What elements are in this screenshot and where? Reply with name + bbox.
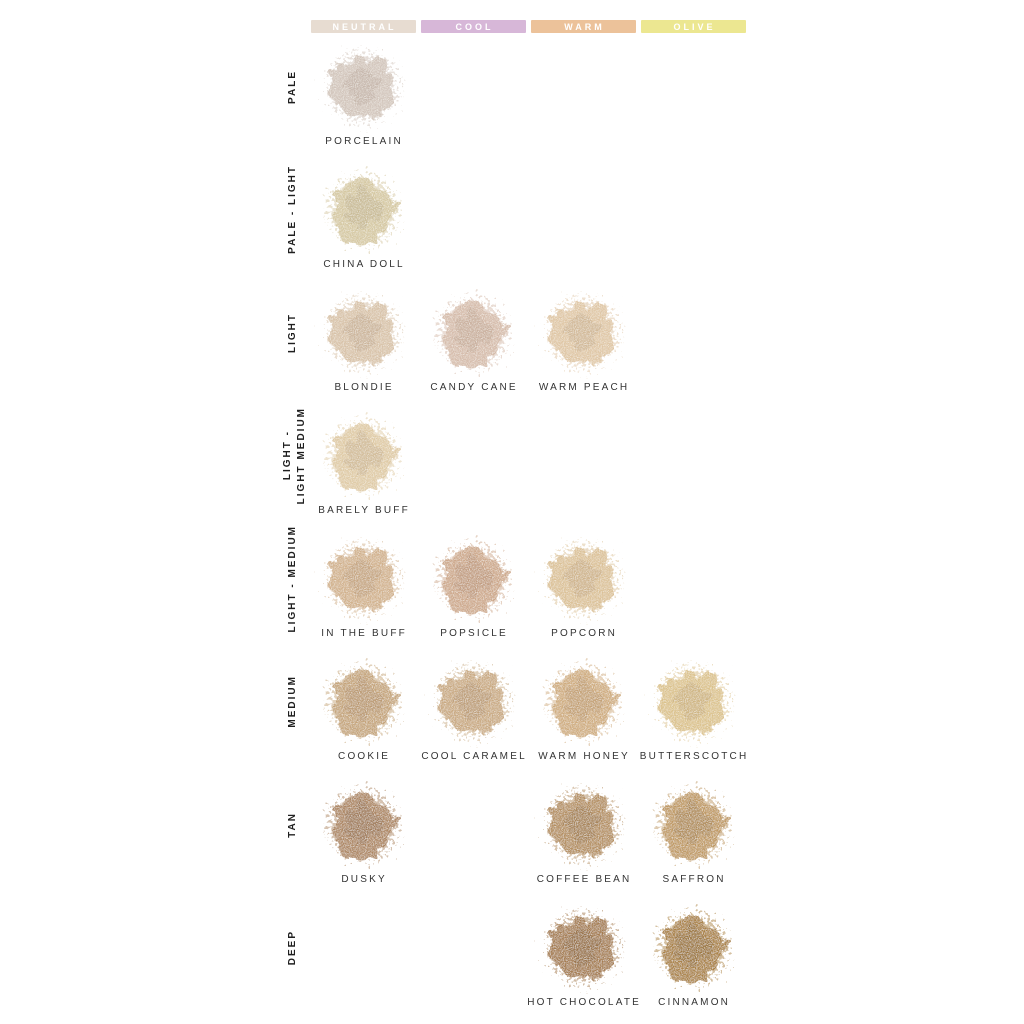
depth-label-text: TAN [287, 811, 298, 838]
shade-cell-candy-cane: CANDY CANE [418, 286, 528, 409]
undertone-badge-olive: OLIVE [640, 20, 746, 33]
powder-swatch-in-the-buff [331, 547, 395, 611]
powder-swatch-blondie [331, 301, 395, 365]
powder-swatch-dusky [331, 793, 395, 857]
powder-swatch-coffee-bean [551, 793, 615, 857]
shade-name: DUSKY [341, 874, 387, 885]
shade-name: CINNAMON [658, 997, 731, 1008]
shade-name: BARELY BUFF [318, 505, 410, 516]
powder-swatch-porcelain [331, 55, 395, 119]
powder-swatch-popsicle [441, 547, 505, 611]
shade-cell-popsicle: POPSICLE [418, 532, 528, 655]
shade-name: COFFEE BEAN [536, 874, 632, 885]
depth-label-text: LIGHT - MEDIUM [287, 524, 298, 633]
powder-swatch-cinnamon [661, 916, 725, 980]
powder-swatch-warm-honey [551, 670, 615, 734]
shade-name: IN THE BUFF [321, 628, 407, 639]
shade-name: PORCELAIN [325, 136, 403, 147]
shade-cell-barely-buff: BARELY BUFF [308, 409, 418, 532]
depth-label-text: DEEP [287, 929, 298, 966]
shade-cell-dusky: DUSKY [308, 778, 418, 901]
shade-name: POPSICLE [440, 628, 508, 639]
depth-label-text: LIGHT - [281, 430, 293, 481]
powder-swatch-saffron [661, 793, 725, 857]
powder-swatch-barely-buff [331, 424, 395, 488]
shade-cell-butterscotch: BUTTERSCOTCH [638, 655, 748, 778]
powder-swatch-cool-caramel [441, 670, 505, 734]
shade-cell-cookie: COOKIE [308, 655, 418, 778]
shade-name: WARM PEACH [538, 382, 630, 393]
undertone-header-cool: COOL [418, 0, 528, 40]
shade-cell-blondie: BLONDIE [308, 286, 418, 409]
shade-name: POPCORN [551, 628, 618, 639]
shade-cell-cool-caramel: COOL CARAMEL [418, 655, 528, 778]
shade-name: SAFFRON [662, 874, 726, 885]
shade-cell-cinnamon: CINNAMON [638, 901, 748, 1024]
powder-swatch-china-doll [331, 178, 395, 242]
shade-name: CANDY CANE [430, 382, 518, 393]
depth-label-text: LIGHT [287, 312, 298, 353]
shade-name: COOKIE [338, 751, 391, 762]
depth-label-text: LIGHT MEDIUM [295, 406, 307, 505]
powder-swatch-candy-cane [441, 301, 505, 365]
shade-name: HOT CHOCOLATE [527, 997, 641, 1008]
shade-name: BUTTERSCOTCH [639, 751, 749, 762]
powder-swatch-cookie [331, 670, 395, 734]
shade-name: COOL CARAMEL [421, 751, 527, 762]
powder-swatch-hot-chocolate [551, 916, 615, 980]
shade-name: CHINA DOLL [323, 259, 405, 270]
shade-cell-warm-peach: WARM PEACH [528, 286, 638, 409]
shade-cell-porcelain: PORCELAIN [308, 40, 418, 163]
depth-label-text: MEDIUM [287, 675, 298, 728]
undertone-badge-warm: WARM [530, 20, 636, 33]
shade-cell-coffee-bean: COFFEE BEAN [528, 778, 638, 901]
depth-label-text: PALE - LIGHT [287, 165, 298, 254]
depth-label-text: PALE [287, 69, 298, 104]
powder-swatch-warm-peach [551, 301, 615, 365]
shade-name: BLONDIE [334, 382, 394, 393]
undertone-header-olive: OLIVE [638, 0, 748, 40]
shade-name: WARM HONEY [538, 751, 630, 762]
depth-label-light-light-medium: LIGHT - LIGHT MEDIUM [280, 406, 308, 532]
powder-swatch-popcorn [551, 547, 615, 611]
undertone-badge-cool: COOL [420, 20, 526, 33]
undertone-badge-neutral: NEUTRAL [310, 20, 416, 33]
shade-cell-hot-chocolate: HOT CHOCOLATE [527, 901, 641, 1024]
powder-swatch-butterscotch [661, 670, 725, 734]
shade-cell-popcorn: POPCORN [528, 532, 638, 655]
shade-cell-china-doll: CHINA DOLL [308, 163, 418, 286]
undertone-header-neutral: NEUTRAL [308, 0, 418, 40]
undertone-header-warm: WARM [528, 0, 638, 40]
shade-cell-saffron: SAFFRON [638, 778, 748, 901]
shade-cell-in-the-buff: IN THE BUFF [308, 532, 418, 655]
shade-cell-warm-honey: WARM HONEY [528, 655, 638, 778]
depth-label-deep: DEEP [280, 901, 308, 1024]
